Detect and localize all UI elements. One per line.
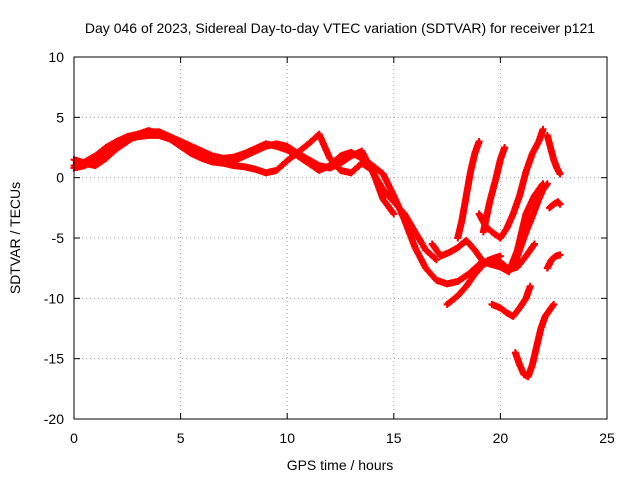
series-track-12	[543, 251, 564, 272]
series-track-3	[70, 127, 398, 218]
data-point	[550, 300, 558, 308]
x-axis-label: GPS time / hours	[287, 457, 394, 473]
data-point	[431, 255, 439, 263]
data-point	[539, 125, 547, 133]
data-point	[556, 170, 564, 178]
data-points	[70, 125, 564, 381]
series-track-1	[70, 128, 504, 288]
y-tick-label: -5	[52, 230, 65, 246]
x-tick-label: 0	[70, 430, 78, 446]
series-track-10	[488, 282, 534, 320]
x-tick-label: 10	[279, 430, 295, 446]
data-point	[526, 282, 534, 290]
y-axis-ticks: -20 -15 -10 -5 0 5 10	[44, 49, 607, 427]
data-point	[390, 210, 398, 218]
series-track-6	[454, 137, 483, 242]
y-tick-label: 10	[48, 49, 64, 65]
y-tick-label: 0	[56, 170, 64, 186]
series-track-9	[509, 180, 551, 272]
y-tick-label: -10	[44, 290, 64, 306]
y-axis-label: SDTVAR / TECUs	[7, 182, 23, 294]
series-track-7	[475, 125, 547, 242]
data-point	[555, 199, 563, 207]
x-tick-label: 15	[386, 430, 402, 446]
data-point	[475, 137, 483, 145]
data-point	[501, 144, 509, 151]
y-tick-label: -20	[44, 411, 64, 427]
x-tick-label: 25	[599, 430, 615, 446]
data-point	[556, 200, 564, 208]
data-point	[496, 252, 504, 260]
y-tick-label: 5	[56, 109, 64, 125]
x-axis-ticks: 0 5 10 15 20 25	[70, 57, 615, 446]
x-tick-label: 5	[177, 430, 185, 446]
x-tick-label: 20	[493, 430, 509, 446]
series-track-8	[479, 144, 509, 236]
data-point	[556, 251, 564, 259]
y-tick-label: -15	[44, 351, 64, 367]
data-point	[531, 240, 539, 248]
series-track-13	[545, 198, 564, 212]
data-point	[432, 256, 440, 264]
series-track-11	[511, 300, 558, 381]
chart-title: Day 046 of 2023, Sidereal Day-to-day VTE…	[85, 20, 595, 36]
series-track-14	[543, 131, 564, 178]
data-point	[543, 180, 551, 188]
